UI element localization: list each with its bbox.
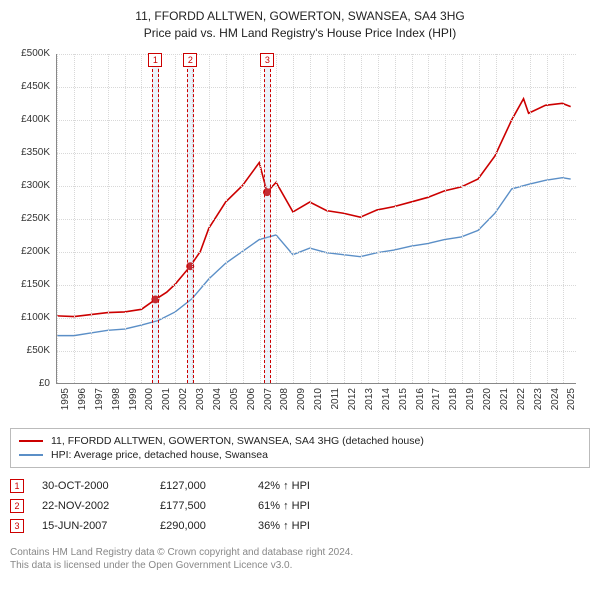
x-tick-label: 2002 [178, 388, 189, 418]
x-tick-label: 2022 [516, 388, 527, 418]
sale-row: 1 30-OCT-2000 £127,000 42% ↑ HPI [10, 476, 590, 496]
x-tick-label: 2020 [482, 388, 493, 418]
sale-marker-box: 1 [148, 53, 162, 67]
legend-row: HPI: Average price, detached house, Swan… [19, 448, 581, 462]
x-tick-label: 2001 [161, 388, 172, 418]
x-tick-label: 2010 [313, 388, 324, 418]
y-tick-label: £350K [10, 147, 50, 158]
x-tick-label: 2004 [212, 388, 223, 418]
x-tick-label: 2013 [364, 388, 375, 418]
sale-pct: 36% ↑ HPI [258, 520, 348, 532]
x-tick-label: 2014 [381, 388, 392, 418]
sale-price: £177,500 [160, 500, 240, 512]
y-tick-label: £0 [10, 378, 50, 389]
x-tick-label: 2011 [330, 388, 341, 418]
sale-band [152, 54, 160, 383]
sales-table: 1 30-OCT-2000 £127,000 42% ↑ HPI 2 22-NO… [10, 476, 590, 536]
y-tick-label: £400K [10, 114, 50, 125]
x-tick-label: 1995 [60, 388, 71, 418]
x-tick-label: 2023 [533, 388, 544, 418]
x-tick-label: 2021 [499, 388, 510, 418]
sale-date: 15-JUN-2007 [42, 520, 142, 532]
series-line [57, 98, 570, 316]
sale-pct: 61% ↑ HPI [258, 500, 348, 512]
sale-row: 2 22-NOV-2002 £177,500 61% ↑ HPI [10, 496, 590, 516]
sale-num-box: 3 [10, 519, 24, 533]
sale-row: 3 15-JUN-2007 £290,000 36% ↑ HPI [10, 516, 590, 536]
title-line-1: 11, FFORDD ALLTWEN, GOWERTON, SWANSEA, S… [10, 8, 590, 25]
series-line [57, 177, 570, 335]
x-tick-label: 2018 [448, 388, 459, 418]
x-tick-label: 1999 [128, 388, 139, 418]
sale-band [187, 54, 195, 383]
x-tick-label: 1997 [94, 388, 105, 418]
sale-date: 30-OCT-2000 [42, 480, 142, 492]
legend-label: 11, FFORDD ALLTWEN, GOWERTON, SWANSEA, S… [51, 435, 424, 447]
legend-label: HPI: Average price, detached house, Swan… [51, 449, 268, 461]
sale-price: £290,000 [160, 520, 240, 532]
legend: 11, FFORDD ALLTWEN, GOWERTON, SWANSEA, S… [10, 428, 590, 468]
x-tick-label: 2016 [415, 388, 426, 418]
sale-num-box: 2 [10, 499, 24, 513]
x-tick-label: 2017 [431, 388, 442, 418]
chart-title-block: 11, FFORDD ALLTWEN, GOWERTON, SWANSEA, S… [10, 8, 590, 42]
y-tick-label: £50K [10, 345, 50, 356]
sale-num-box: 1 [10, 479, 24, 493]
legend-row: 11, FFORDD ALLTWEN, GOWERTON, SWANSEA, S… [19, 434, 581, 448]
chart: 1 2 3 £0 £50K £100K £150K £200K £250K £300K £350K… [10, 48, 590, 418]
sale-band [264, 54, 272, 383]
legend-swatch [19, 440, 43, 442]
title-line-2: Price paid vs. HM Land Registry's House … [10, 25, 590, 42]
x-tick-label: 2008 [279, 388, 290, 418]
x-tick-label: 2007 [263, 388, 274, 418]
x-tick-label: 2006 [246, 388, 257, 418]
x-tick-label: 1998 [111, 388, 122, 418]
x-tick-label: 1996 [77, 388, 88, 418]
legend-swatch [19, 454, 43, 456]
footnote-line: This data is licensed under the Open Gov… [10, 559, 590, 573]
x-tick-label: 2024 [550, 388, 561, 418]
sale-marker-box: 2 [183, 53, 197, 67]
sale-pct: 42% ↑ HPI [258, 480, 348, 492]
x-tick-label: 2003 [195, 388, 206, 418]
y-tick-label: £150K [10, 279, 50, 290]
y-tick-label: £200K [10, 246, 50, 257]
y-tick-label: £300K [10, 180, 50, 191]
y-tick-label: £250K [10, 213, 50, 224]
y-tick-label: £100K [10, 312, 50, 323]
sale-date: 22-NOV-2002 [42, 500, 142, 512]
x-tick-label: 2019 [465, 388, 476, 418]
x-tick-label: 2005 [229, 388, 240, 418]
y-tick-label: £500K [10, 48, 50, 59]
footnote-line: Contains HM Land Registry data © Crown c… [10, 546, 590, 560]
x-tick-label: 2000 [144, 388, 155, 418]
x-tick-label: 2015 [398, 388, 409, 418]
sale-price: £127,000 [160, 480, 240, 492]
x-tick-label: 2025 [566, 388, 577, 418]
plot-area: 1 2 3 [56, 54, 576, 384]
sale-marker-box: 3 [260, 53, 274, 67]
y-tick-label: £450K [10, 81, 50, 92]
x-tick-label: 2012 [347, 388, 358, 418]
footnote: Contains HM Land Registry data © Crown c… [10, 546, 590, 573]
x-tick-label: 2009 [296, 388, 307, 418]
